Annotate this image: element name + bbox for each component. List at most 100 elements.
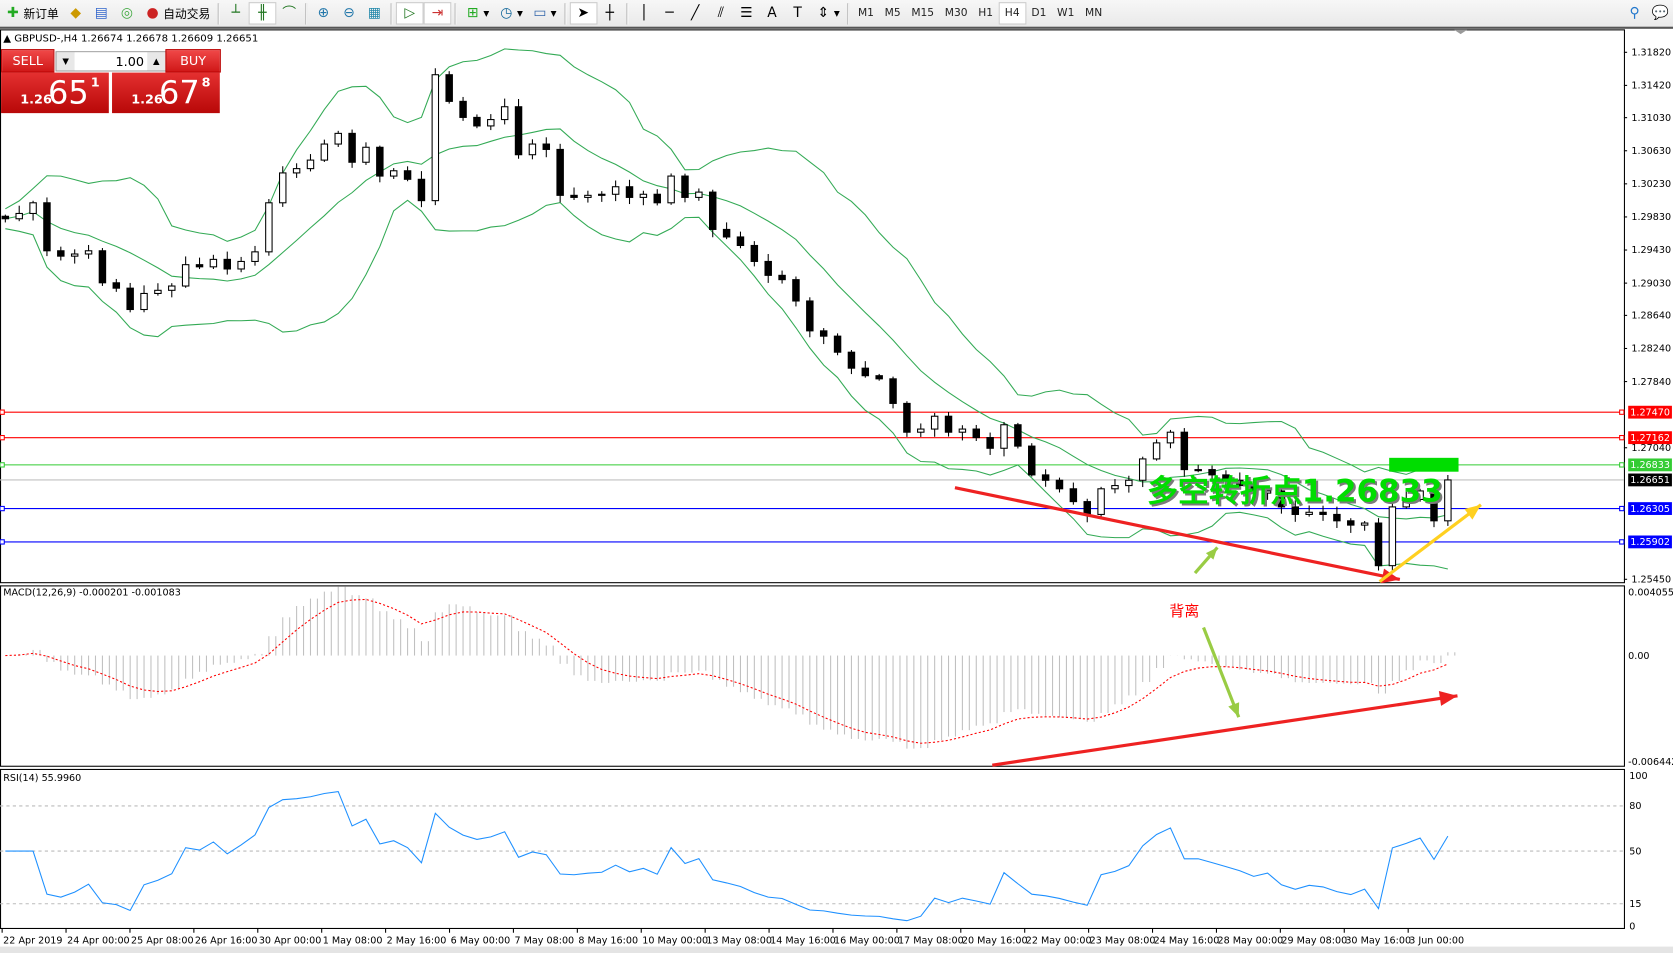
bollinger-upper-line [5,48,1449,475]
equidistant-channel-button[interactable]: ⫽ [708,2,734,24]
horizontal-line-button[interactable]: ─ [657,2,683,24]
candle-body [972,428,981,439]
new-order-button[interactable]: ✚ 新订单 [0,2,63,24]
price-level-tag [1628,473,1672,487]
candle-body [792,279,800,302]
candle-body [1249,485,1258,494]
ask-quote[interactable]: 1.26 67 8 [112,72,220,114]
arrows-button[interactable]: ⇕ ▾ [810,2,844,24]
tile-windows-button[interactable]: ▦ [362,2,388,24]
chat-icon: 💬 [1651,4,1669,21]
buy-button[interactable]: BUY [165,49,221,73]
collapse-icon[interactable]: ▲ [3,33,15,45]
candle-body [639,193,648,198]
time-axis-label: 30 May 16:00 [1345,935,1411,946]
candle-body [195,264,204,268]
chart-shift-icon: ⇥ [431,4,444,21]
candle-body [459,100,467,118]
candle-body [279,172,287,204]
candle-body [958,428,967,433]
candle-body [1347,520,1355,526]
candle-body [570,194,578,198]
chart-shift-button[interactable]: ⇥ [423,2,452,25]
time-axis-label: 16 May 00:00 [834,935,900,946]
text-button[interactable]: A [759,2,785,24]
candle-body [1388,506,1397,567]
crosshair-icon: ┼ [605,4,615,21]
candle-body [1444,479,1452,522]
auto-trading-button[interactable]: ● 自动交易 [140,2,215,24]
trendline-button[interactable]: ╱ [682,2,708,24]
timeframe-m5[interactable]: M5 [884,7,901,20]
divergence-annotation: 背离 [1169,602,1200,621]
timeframe-m30[interactable]: M30 [944,7,968,20]
timeframe-d1[interactable]: D1 [1031,7,1047,20]
sell-button[interactable]: SELL [1,49,55,73]
gold-bar-icon: ◆ [70,4,82,21]
time-axis-label: 7 May 08:00 [514,935,574,946]
candle-body [708,191,717,230]
zoom-out-button[interactable]: ⊖ [336,2,362,24]
clock-icon: ◷ [500,4,513,21]
chart-tabs-bar[interactable] [0,946,1673,953]
signals-icon: ◎ [120,4,134,21]
search-icon: ⚲ [1629,4,1640,21]
market-watch-button[interactable]: ◆ [63,2,89,24]
text-label-button[interactable]: T [785,2,811,24]
indicators-button[interactable]: ⊞ ▾ [460,2,494,24]
search-button[interactable]: ⚲ [1622,2,1648,24]
navigator-button[interactable]: ▤ [89,2,115,24]
timeframe-mn[interactable]: MN [1085,7,1103,20]
candle-body [43,202,51,252]
price-level-value: 1.26305 [1630,504,1670,515]
zoom-in-button[interactable]: ⊕ [310,2,336,24]
bollinger-middle-line [5,128,1448,520]
time-axis-label: 24 Apr 00:00 [67,935,130,946]
signals-button[interactable]: ◎ [114,2,140,24]
add-indicator-icon: ⊞ [466,4,479,21]
time-axis-label: 24 May 16:00 [1154,935,1220,946]
tile-windows-icon: ▦ [367,4,382,21]
candle-body [1014,424,1022,447]
bar-chart-button[interactable]: ┴ [223,2,249,24]
line-chart-button[interactable]: ⌒ [276,2,302,24]
time-axis-label: 6 May 00:00 [451,935,511,946]
candle-body [1236,479,1244,487]
level-handle [0,462,5,468]
timeframe-bar: M1 M5 M15 M30 H1 H4 D1 W1 MN [853,2,1108,25]
periods-button[interactable]: ◷ ▾ [494,2,528,24]
autoscroll-button[interactable]: ▷ [395,2,424,25]
toolbar: ✚ 新订单 ◆ ▤ ◎ ● 自动交易 ┴ ╫ ⌒ ⊕ ⊖ ▦ ▷ ⇥ ⊞ ▾ ◷ ▾ ▭… [0,0,1673,29]
chat-button[interactable]: 💬 [1647,2,1673,24]
time-axis-label: 29 May 08:00 [1281,935,1347,946]
separator [847,2,850,25]
template-icon: ▭ [533,4,547,21]
timeframe-m1[interactable]: M1 [857,7,874,20]
time-axis-label: 20 May 16:00 [962,935,1028,946]
lot-increase-button[interactable]: ▲ [147,52,166,71]
candle-body [722,228,731,238]
cursor-button[interactable]: ➤ [569,2,598,25]
vertical-line-button[interactable]: │ [631,2,657,24]
candle-body [944,415,953,433]
templates-button[interactable]: ▭ ▾ [527,2,561,24]
zoom-in-icon: ⊕ [317,4,330,21]
crosshair-button[interactable]: ┼ [597,2,623,24]
timeframe-w1[interactable]: W1 [1057,7,1075,20]
lot-decrease-button[interactable]: ▼ [56,52,75,71]
candlestick-button[interactable]: ╫ [248,2,277,25]
fibonacci-button[interactable]: ☰ [734,2,760,24]
timeframe-m15[interactable]: M15 [911,7,935,20]
separator [625,2,629,25]
lot-size-stepper[interactable]: ▼ ▲ [55,51,167,72]
bid-quote[interactable]: 1.26 65 1 [1,72,109,114]
lot-size-input[interactable] [74,52,148,71]
trendline-icon: ╱ [691,4,700,21]
one-click-trading-panel: SELL ▼ ▲ BUY 1.26 65 1 1.26 67 8 [1,49,221,114]
macd-axis-label: 0.00 [1628,651,1649,662]
candle-body [1000,424,1008,449]
timeframe-h1[interactable]: H1 [978,7,994,20]
timeframe-h4[interactable]: H4 [998,2,1027,25]
